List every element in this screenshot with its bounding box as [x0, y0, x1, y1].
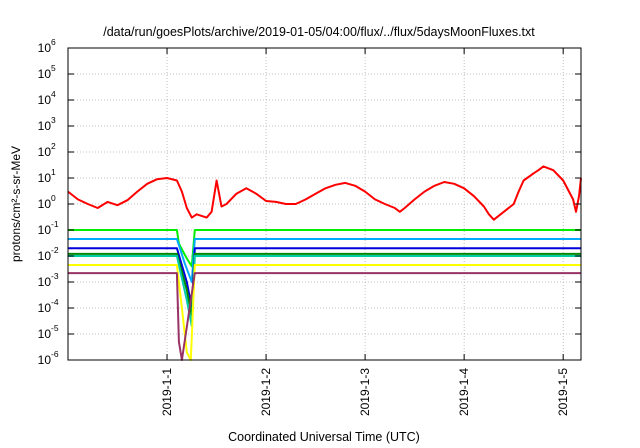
y-tick-label: 10 [38, 197, 52, 211]
series-line-6 [68, 255, 581, 328]
plot-frame [67, 47, 582, 361]
grid-lines [68, 48, 581, 360]
data-series [67, 165, 582, 361]
y-tick-label: 10 [38, 145, 52, 159]
y-tick-label: 10 [38, 327, 52, 341]
y-tick-exponent: 4 [51, 89, 56, 99]
y-tick-label: 10 [38, 223, 52, 237]
y-tick-label: 10 [38, 119, 52, 133]
y-tick-exponent: -1 [51, 219, 59, 229]
y-tick-exponent: -2 [51, 245, 59, 255]
x-tick-label: 2019-1-1 [160, 368, 174, 416]
chart-title: /data/run/goesPlots/archive/2019-01-05/0… [103, 25, 535, 39]
y-tick-exponent: 2 [51, 141, 56, 151]
y-tick-exponent: 1 [51, 167, 56, 177]
y-tick-label: 10 [38, 249, 52, 263]
y-tick-label: 10 [38, 301, 52, 315]
y-tick-exponent: 5 [51, 63, 56, 73]
y-axis-label: protons/cm²-s-sr-MeV [9, 146, 23, 262]
series-line-7 [68, 264, 581, 361]
series-line-2 [68, 229, 581, 268]
y-tick-label: 10 [38, 353, 52, 367]
x-tick-label: 2019-1-2 [259, 368, 273, 416]
y-tick-label: 10 [38, 41, 52, 55]
y-axis-ticks: 10 -610 -510 -410 -310 -210 -110 010 110 210 310 41… [38, 37, 581, 367]
y-tick-label: 10 [38, 171, 52, 185]
x-tick-label: 2019-1-3 [358, 368, 372, 416]
y-tick-label: 10 [38, 67, 52, 81]
y-tick-label: 10 [38, 93, 52, 107]
y-tick-label: 10 [38, 275, 52, 289]
series-line-8 [68, 272, 581, 361]
y-tick-exponent: 0 [51, 193, 56, 203]
x-axis-label: Coordinated Universal Time (UTC) [228, 430, 420, 444]
y-tick-exponent: -6 [51, 349, 59, 359]
series-line-3 [68, 238, 581, 283]
y-tick-exponent: -3 [51, 271, 59, 281]
series-line-1 [67, 165, 582, 221]
y-tick-exponent: 6 [51, 37, 56, 47]
x-tick-label: 2019-1-5 [556, 368, 570, 416]
series-line-4 [68, 247, 581, 309]
x-tick-label: 2019-1-4 [457, 368, 471, 416]
y-tick-exponent: -5 [51, 323, 59, 333]
x-axis-ticks: 2019-1-1 2019-1-2 2019-1-3 2019-1-4 2019-1-5 [160, 48, 570, 416]
y-tick-exponent: -4 [51, 297, 59, 307]
y-tick-exponent: 3 [51, 115, 56, 125]
series-line-5 [68, 252, 581, 317]
